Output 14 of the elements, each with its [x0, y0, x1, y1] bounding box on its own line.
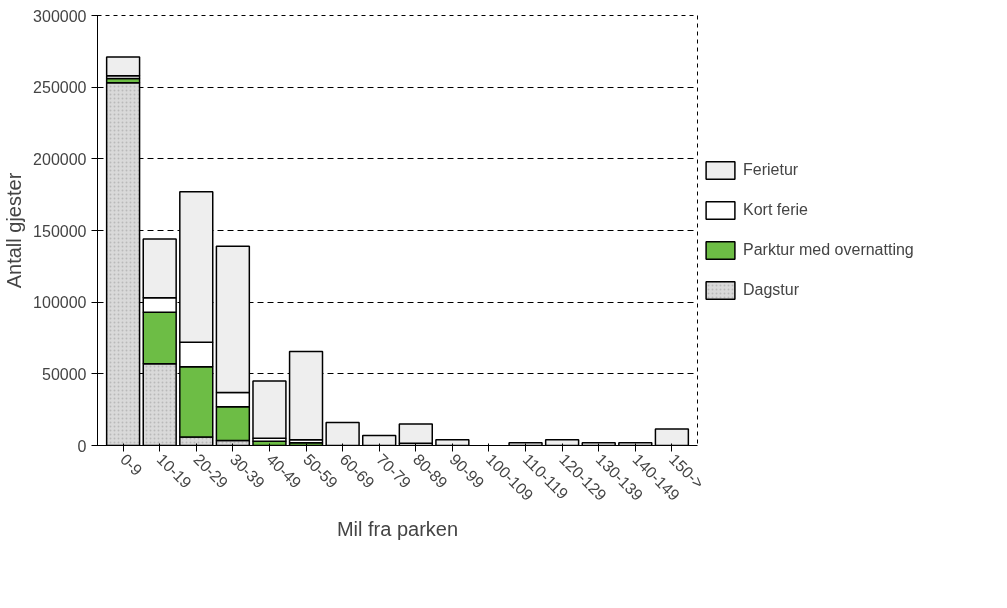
- x-axis-title: Mil fra parken: [336, 518, 459, 541]
- y-tick-label: 100000: [33, 294, 87, 312]
- y-tick-label: 300000: [33, 7, 87, 25]
- legend-label: Parktur med overnatting: [743, 241, 914, 259]
- y-tick-label: 250000: [33, 79, 87, 97]
- y-tick-label: 200000: [33, 150, 87, 168]
- y-tick-label: 50000: [42, 365, 87, 383]
- legend-label: Kort ferie: [743, 201, 808, 219]
- legend-label: Ferietur: [743, 161, 799, 179]
- y-axis-title: Antall gjester: [3, 172, 26, 289]
- x-tick-label: 0-9: [117, 450, 146, 479]
- legend-label: Dagstur: [743, 281, 800, 299]
- y-tick-label: 0: [77, 437, 87, 455]
- y-tick-label: 150000: [33, 222, 87, 240]
